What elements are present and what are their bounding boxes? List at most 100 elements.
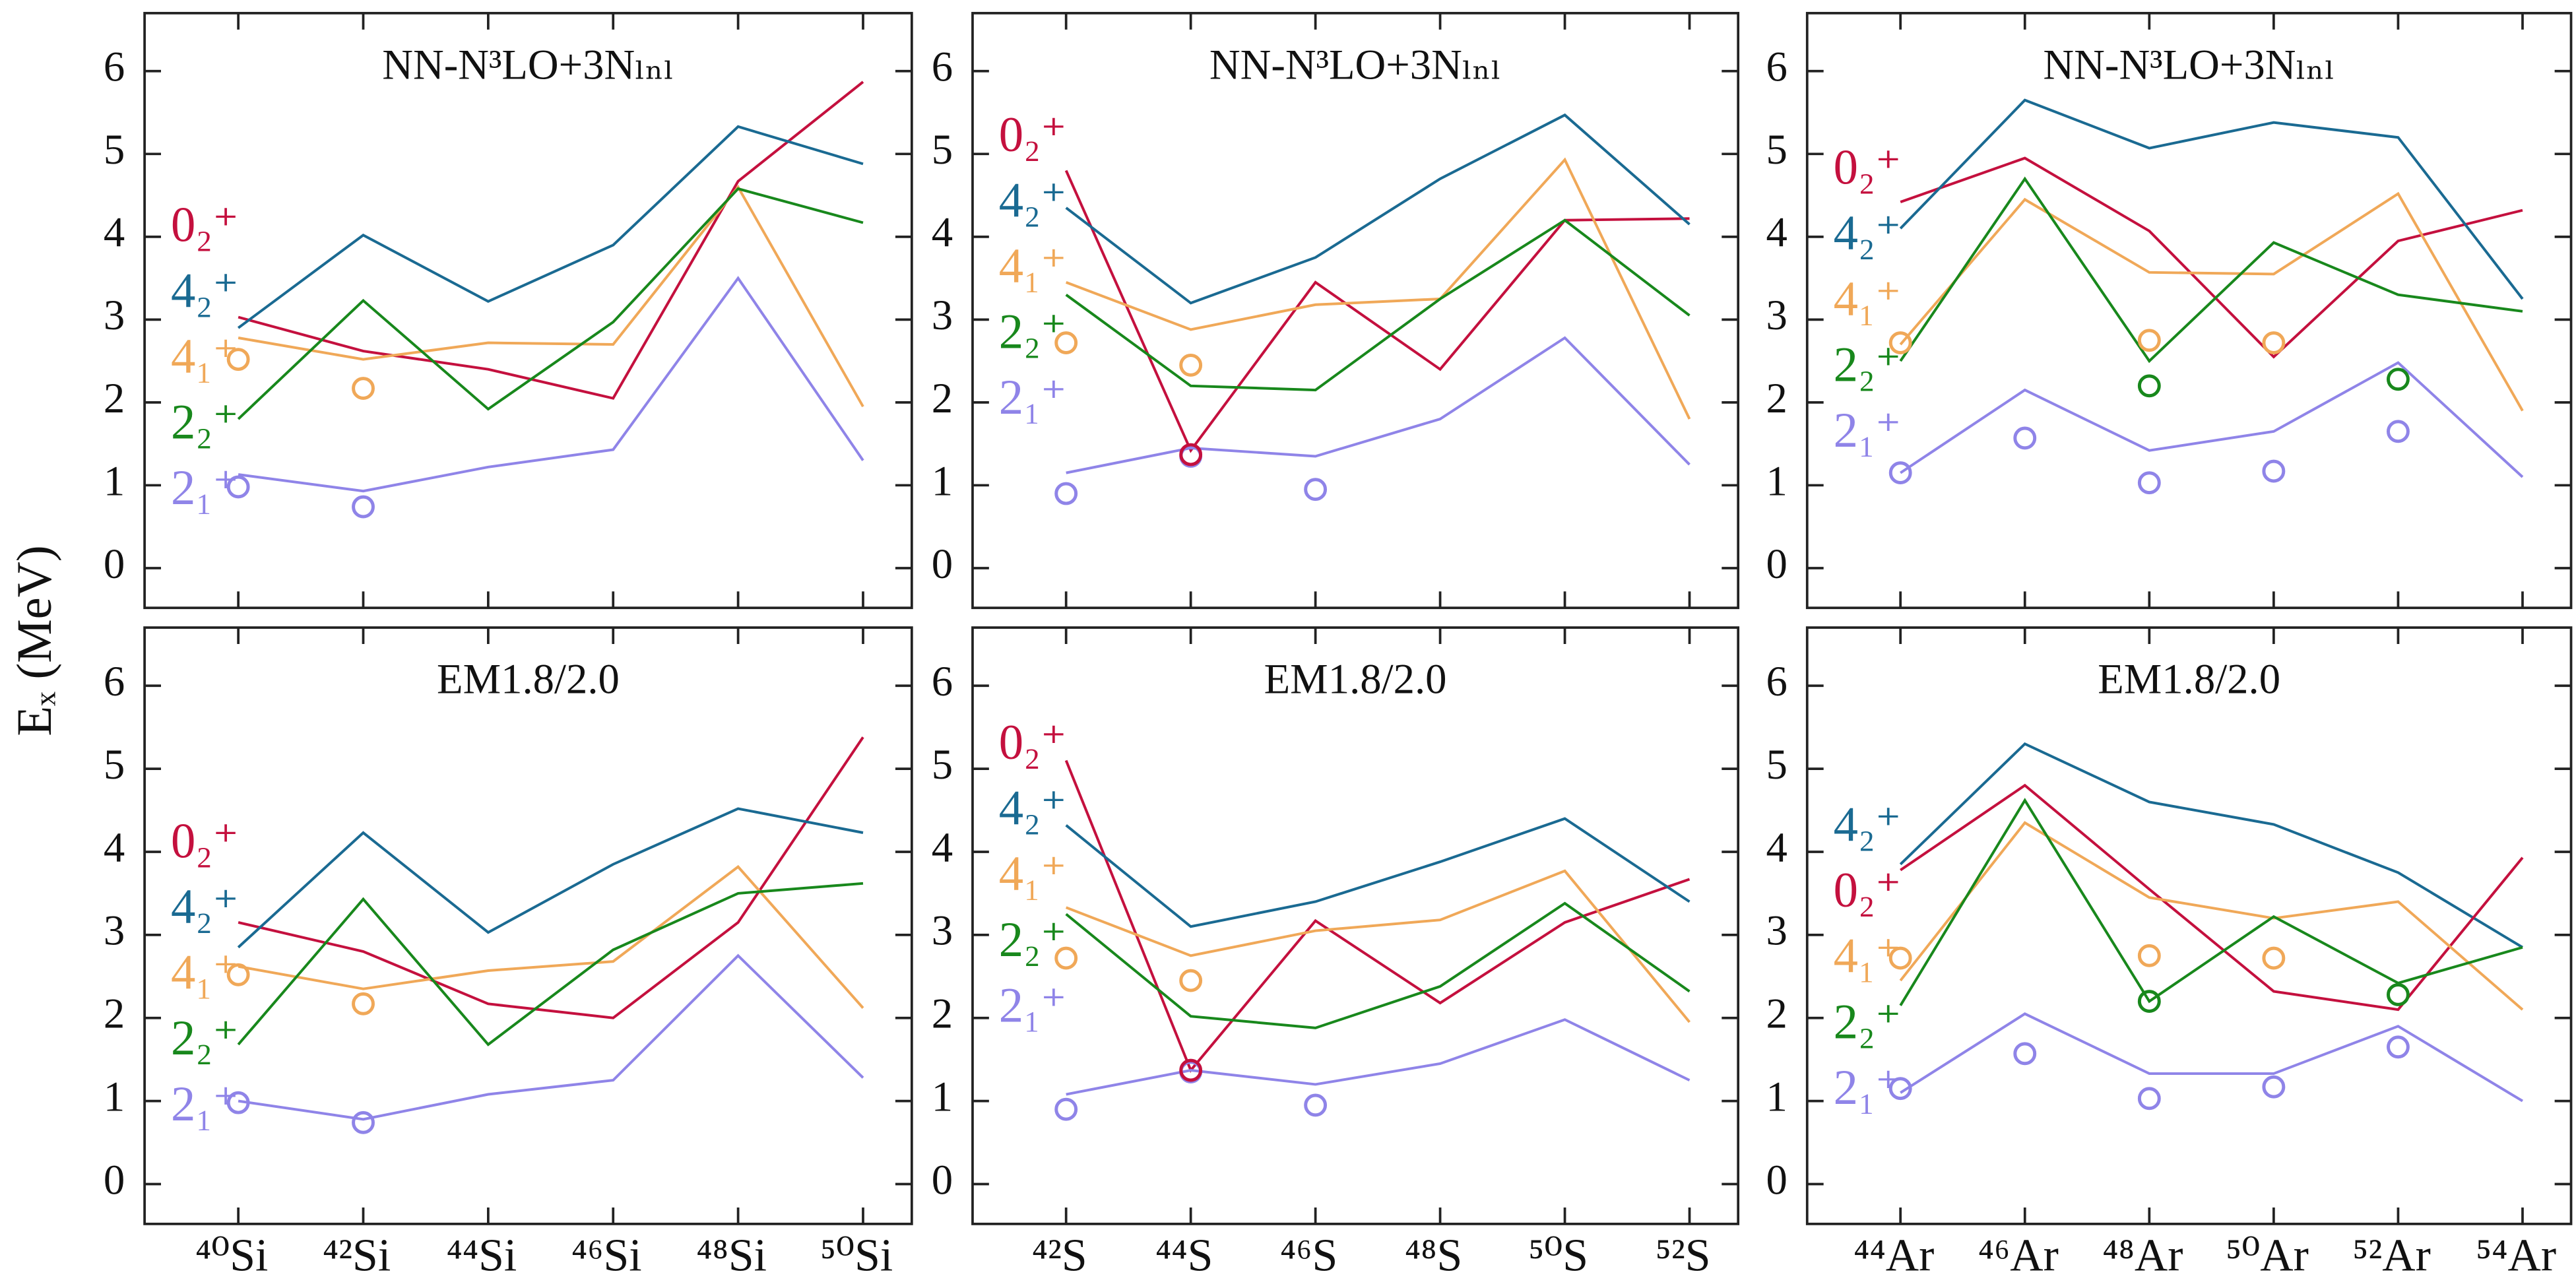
series-line (1899, 742, 2524, 949)
exp-marker (1888, 461, 1912, 485)
legend-label: 4₁⁺ (999, 239, 1067, 294)
exp-marker (1888, 331, 1912, 354)
legend-label: 2₂⁺ (171, 1011, 239, 1066)
exp-marker (2137, 944, 2161, 967)
x-tick-label: ⁵⁰Ar (2226, 1231, 2309, 1281)
x-tick-label: ⁵⁰Si (820, 1231, 893, 1281)
x-tick-label: ⁵⁴Ar (2476, 1231, 2556, 1281)
exp-marker (1179, 1058, 1203, 1082)
y-tick-label: 1 (932, 457, 953, 505)
legend-label: 0₂⁺ (999, 715, 1067, 770)
y-tick-label: 4 (1766, 824, 1787, 872)
y-tick-label: 0 (1766, 1156, 1787, 1204)
y-tick-label: 0 (932, 540, 953, 588)
series-line (237, 187, 864, 420)
series-line (1900, 783, 2524, 1012)
y-tick-label: 1 (932, 1073, 953, 1120)
y-tick-label: 6 (1766, 44, 1787, 91)
exp-marker (2387, 368, 2410, 391)
exp-marker (2262, 331, 2286, 354)
y-tick-label: 5 (1766, 741, 1787, 789)
series-line (237, 125, 864, 329)
y-tick-label: 2 (1766, 990, 1787, 1038)
series-line (238, 736, 864, 1019)
y-tick-label: 4 (1766, 209, 1787, 257)
legend-label: 4₁⁺ (1834, 272, 1902, 327)
series-line (1899, 176, 2523, 364)
x-tick-label: ⁴⁴Si (447, 1231, 517, 1281)
series-line (1064, 759, 1690, 1073)
exp-marker (1054, 482, 1078, 505)
exp-marker (352, 992, 375, 1015)
y-tick-label: 4 (932, 209, 953, 257)
x-tick-label: ⁴⁶Ar (1978, 1231, 2059, 1281)
legend-label: 2₁⁺ (999, 370, 1067, 425)
legend-label: 4₂⁺ (171, 880, 239, 934)
y-tick-label: 0 (104, 540, 125, 588)
series-line (237, 882, 864, 1046)
exp-marker (1179, 353, 1203, 377)
panel-title: NN-N³LO+3Nₗₙₗ (2043, 41, 2334, 88)
x-tick-label: ⁴⁸S (1405, 1231, 1462, 1281)
legend-label: 4₂⁺ (999, 781, 1067, 836)
series-line (1065, 157, 1691, 420)
y-tick-label: 1 (104, 457, 125, 505)
x-tick-label: ⁵²S (1656, 1231, 1711, 1281)
y-tick-label: 5 (1766, 126, 1787, 174)
series-line (238, 184, 864, 408)
exp-marker (2387, 420, 2410, 443)
series-line (1899, 798, 2523, 1006)
y-tick-label: 5 (104, 126, 125, 174)
series-line (1065, 869, 1691, 1023)
x-tick-label: ⁴⁴Ar (1853, 1231, 1934, 1281)
legend-label: 2₁⁺ (1834, 403, 1902, 458)
plot-frame (143, 626, 913, 1225)
exp-marker (1304, 1093, 1328, 1117)
y-tick-label: 1 (104, 1073, 125, 1120)
exp-marker (226, 1091, 250, 1114)
panel-title: EM1.8/2.0 (2098, 656, 2280, 703)
y-tick-label: 2 (932, 375, 953, 422)
series-line (1065, 218, 1690, 392)
y-tick-label: 2 (104, 375, 125, 422)
legend-label: 2₁⁺ (999, 978, 1067, 1033)
legend-label: 0₂⁺ (171, 814, 239, 868)
x-tick-label: ⁴²Si (323, 1231, 391, 1281)
exp-marker (2137, 471, 2161, 495)
y-tick-label: 2 (932, 990, 953, 1038)
series-line (1066, 336, 1690, 474)
exp-marker (2137, 1087, 2161, 1111)
exp-marker (1054, 331, 1078, 354)
y-tick-label: 1 (1766, 457, 1787, 505)
y-tick-label: 3 (1766, 292, 1787, 339)
exp-marker (2387, 1035, 2410, 1059)
y-tick-label: 3 (932, 907, 953, 955)
exp-marker (352, 495, 375, 519)
exp-marker (1179, 443, 1203, 467)
series-line (1064, 170, 1690, 453)
y-tick-label: 6 (932, 44, 953, 91)
exp-marker (2013, 426, 2037, 450)
y-tick-label: 4 (104, 824, 125, 872)
exp-marker (2137, 990, 2161, 1013)
panel-title: NN-N³LO+3Nₗₙₗ (382, 41, 674, 88)
exp-marker (352, 377, 375, 400)
series-line (1065, 113, 1690, 305)
y-tick-label: 3 (1766, 907, 1787, 955)
series-line (1899, 191, 2524, 412)
y-tick-label: 0 (932, 1156, 953, 1204)
x-tick-label: ⁴⁸Si (696, 1231, 767, 1281)
exp-marker (1888, 1077, 1912, 1101)
plot-frame (971, 626, 1740, 1225)
exp-marker (2387, 983, 2410, 1006)
series-line (1065, 901, 1690, 1029)
series-line (238, 276, 864, 493)
y-tick-label: 4 (932, 824, 953, 872)
legend-label: 4₂⁺ (1834, 797, 1902, 852)
series-line (1900, 361, 2524, 478)
y-tick-label: 5 (104, 741, 125, 789)
series-line (1900, 1012, 2524, 1103)
series-line (1899, 98, 2524, 300)
y-tick-label: 3 (104, 292, 125, 339)
